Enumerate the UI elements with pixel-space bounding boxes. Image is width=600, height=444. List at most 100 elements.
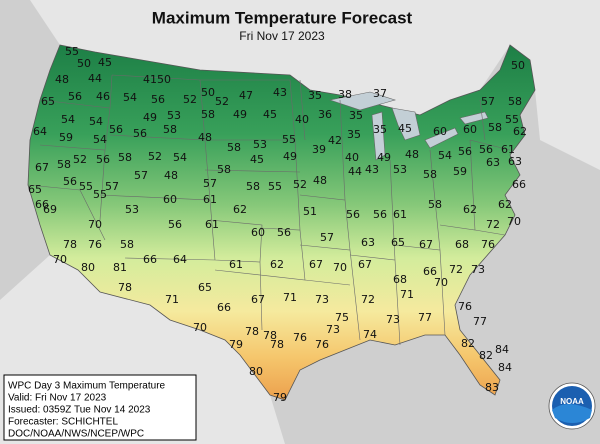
temperature-label: 63: [486, 156, 500, 169]
temperature-label: 44: [88, 72, 102, 85]
temperature-label: 61: [203, 193, 217, 206]
map-title: Maximum Temperature Forecast: [152, 8, 413, 27]
temperature-label: 35: [349, 109, 363, 122]
temperature-label: 50: [201, 86, 215, 99]
temperature-label: 65: [198, 281, 212, 294]
temperature-label: 54: [89, 115, 103, 128]
map-subtitle: Fri Nov 17 2023: [239, 29, 325, 43]
temperature-label: 55: [79, 180, 93, 193]
temperature-label: 70: [333, 261, 347, 274]
temperature-label: 43: [365, 163, 379, 176]
temperature-label: 40: [345, 151, 359, 164]
temperature-label: 78: [245, 325, 259, 338]
temperature-label: 55: [505, 113, 519, 126]
temperature-label: 56: [373, 208, 387, 221]
temperature-label: 68: [393, 273, 407, 286]
temperature-label: 57: [320, 231, 334, 244]
temperature-label: 63: [508, 155, 522, 168]
temperature-label: 82: [479, 349, 493, 362]
temperature-label: 68: [455, 238, 469, 251]
temperature-label: 76: [481, 238, 495, 251]
temperature-label: 83: [485, 381, 499, 394]
temperature-label: 48: [198, 131, 212, 144]
temperature-label: 73: [471, 263, 485, 276]
temperature-label: 54: [61, 113, 75, 126]
temperature-label: 72: [486, 218, 500, 231]
temperature-label: 38: [338, 88, 352, 101]
temperature-label: 66: [35, 198, 49, 211]
temperature-label: 77: [473, 315, 487, 328]
temperature-label: 78: [263, 329, 277, 342]
temperature-label: 57: [481, 95, 495, 108]
temperature-label: 45: [398, 122, 412, 135]
temperature-label: 41: [143, 73, 157, 86]
temperature-label: 66: [217, 301, 231, 314]
temperature-label: 76: [88, 238, 102, 251]
temperature-label: 66: [423, 265, 437, 278]
temperature-label: 56: [63, 175, 77, 188]
temperature-label: 58: [508, 95, 522, 108]
temperature-label: 58: [488, 121, 502, 134]
temperature-label: 55: [268, 180, 282, 193]
temperature-label: 65: [41, 95, 55, 108]
temperature-label: 63: [361, 236, 375, 249]
temperature-label: 60: [163, 193, 177, 206]
temperature-label: 56: [168, 218, 182, 231]
temperature-label: 72: [361, 293, 375, 306]
temperature-label: 80: [249, 365, 263, 378]
temperature-label: 58: [118, 151, 132, 164]
temperature-label: 42: [328, 134, 342, 147]
temperature-label: 55: [93, 188, 107, 201]
temperature-label: 39: [312, 143, 326, 156]
temperature-label: 56: [109, 123, 123, 136]
temperature-label: 35: [308, 89, 322, 102]
temperature-label: 72: [449, 263, 463, 276]
logo-text: NOAA: [560, 397, 584, 406]
temperature-label: 52: [183, 93, 197, 106]
temperature-label: 58: [163, 123, 177, 136]
temperature-label: 62: [270, 258, 284, 271]
temperature-label: 56: [68, 90, 82, 103]
temperature-label: 58: [423, 168, 437, 181]
temperature-label: 48: [164, 169, 178, 182]
temperature-label: 70: [88, 218, 102, 231]
temperature-label: 58: [217, 163, 231, 176]
temperature-label: 43: [273, 86, 287, 99]
temperature-label: 62: [233, 203, 247, 216]
noaa-logo: NOAA: [548, 382, 596, 430]
temperature-label: 50: [77, 57, 91, 70]
temperature-label: 55: [282, 133, 296, 146]
temperature-label: 74: [363, 328, 377, 341]
temperature-label: 62: [463, 203, 477, 216]
temperature-label: 35: [373, 123, 387, 136]
temperature-label: 82: [461, 337, 475, 350]
temperature-label: 53: [125, 203, 139, 216]
canada: [0, 0, 600, 170]
temperature-label: 59: [59, 131, 73, 144]
temperature-label: 73: [386, 313, 400, 326]
temperature-label: 60: [251, 226, 265, 239]
temperature-label: 66: [512, 178, 526, 191]
temperature-label: 54: [438, 149, 452, 162]
info-line: Issued: 0359Z Tue Nov 14 2023: [8, 405, 151, 416]
temperature-label: 37: [373, 87, 387, 100]
temperature-label: 57: [134, 169, 148, 182]
temperature-label: 53: [167, 109, 181, 122]
temperature-label: 73: [326, 323, 340, 336]
temperature-label: 35: [347, 128, 361, 141]
temperature-label: 65: [28, 183, 42, 196]
temperature-label: 80: [81, 261, 95, 274]
temperature-label: 58: [120, 238, 134, 251]
temperature-label: 64: [173, 253, 187, 266]
temperature-label: 54: [123, 91, 137, 104]
temperature-label: 49: [283, 150, 297, 163]
temperature-label: 73: [315, 293, 329, 306]
temperature-label: 50: [511, 59, 525, 72]
temperature-label: 49: [377, 151, 391, 164]
temperature-label: 53: [393, 163, 407, 176]
temperature-label: 75: [335, 311, 349, 324]
great-lakes: [328, 91, 489, 161]
temperature-label: 56: [479, 143, 493, 156]
temperature-label: 50: [157, 73, 171, 86]
